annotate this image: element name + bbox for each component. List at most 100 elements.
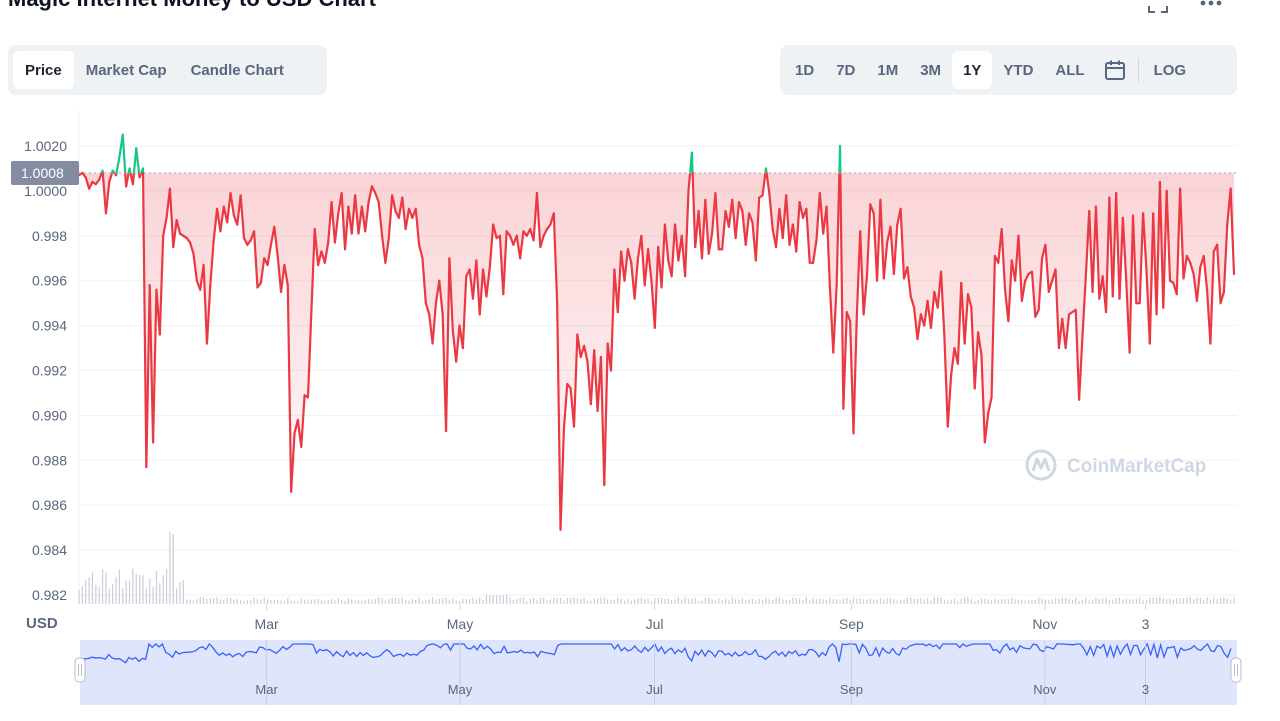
volume-bar [206, 599, 208, 604]
price-segment [721, 210, 727, 251]
volume-bar [933, 597, 935, 604]
price-segment [1192, 272, 1199, 303]
price-segment [630, 261, 636, 300]
volume-bar [647, 598, 649, 604]
volume-bar [364, 599, 366, 604]
volume-bar [1189, 597, 1191, 604]
volume-bar [266, 599, 269, 604]
price-segment [643, 248, 650, 287]
navigator-handle-right[interactable] [1230, 657, 1242, 683]
volume-bar [1226, 598, 1228, 604]
volume-bar [428, 599, 430, 604]
price-segment [552, 212, 559, 305]
price-segment [498, 234, 505, 296]
volume-bar [984, 598, 986, 604]
range-1m[interactable]: 1M [877, 61, 899, 79]
price-segment [1182, 254, 1188, 280]
more-icon[interactable] [1198, 0, 1224, 20]
volume-bar [361, 600, 363, 604]
range-3m[interactable]: 3M [920, 61, 942, 79]
price-segment [950, 346, 956, 377]
price-segment [512, 234, 518, 246]
tab-market-cap[interactable]: Market Cap [85, 61, 167, 79]
volume-bar [1075, 597, 1077, 604]
volume-bar [782, 599, 784, 604]
price-segment [1067, 311, 1074, 316]
volume-bar [832, 599, 834, 604]
price-segment [1078, 335, 1084, 401]
volume-bar [260, 599, 262, 604]
price-segment [1094, 205, 1101, 300]
volume-bar [347, 598, 349, 604]
volume-bar [842, 599, 844, 604]
volume-bar [411, 599, 413, 604]
price-segment [1155, 180, 1162, 316]
volume-bar [304, 600, 306, 604]
calendar-icon[interactable] [1096, 51, 1134, 89]
chart-type-tabs: Price Market Cap Candle Chart [8, 45, 327, 95]
price-segment [140, 167, 145, 175]
volume-bar [108, 588, 110, 604]
price-segment [801, 207, 808, 219]
price-segment [185, 236, 192, 244]
price-segment [306, 311, 313, 399]
price-segment [91, 180, 97, 186]
volume-bar [334, 600, 336, 604]
tab-candle-chart[interactable]: Candle Chart [190, 61, 284, 79]
price-segment [370, 185, 377, 195]
price-segment [1222, 223, 1229, 294]
grid-lines [78, 110, 1237, 604]
price-segment [357, 205, 363, 235]
price-segment [273, 225, 279, 258]
range-ytd[interactable]: YTD [1003, 61, 1034, 79]
volume-bar [1230, 599, 1232, 604]
price-segment [148, 284, 155, 444]
price-segment [222, 205, 229, 224]
volume-bar [81, 586, 83, 604]
volume-bar [869, 598, 871, 604]
price-segment [1195, 266, 1202, 303]
price-segment [1010, 259, 1017, 282]
volume-bar [209, 597, 211, 604]
volume-bar [650, 600, 653, 604]
price-segment [710, 192, 717, 235]
volume-bar [964, 597, 966, 604]
volume-bar [219, 599, 222, 604]
volume-bar [442, 598, 444, 604]
price-segment [350, 194, 357, 235]
volume-bar [516, 599, 518, 604]
tab-price[interactable]: Price [13, 51, 74, 89]
volume-bar [293, 600, 296, 604]
price-segment [744, 212, 751, 246]
price-segment [859, 230, 865, 316]
price-segment [229, 192, 235, 217]
price-segment [909, 295, 916, 309]
volume-bar [341, 600, 343, 604]
price-segment [132, 147, 138, 175]
volume-bar [240, 600, 242, 604]
volume-bar [775, 597, 777, 604]
price-segment [1226, 187, 1232, 226]
range-7d[interactable]: 7D [836, 61, 856, 79]
expand-icon[interactable] [1147, 0, 1169, 20]
range-1d[interactable]: 1D [795, 61, 815, 79]
price-segment [589, 349, 596, 406]
price-segment [192, 252, 198, 282]
range-all[interactable]: ALL [1055, 61, 1085, 79]
price-segment [781, 194, 788, 240]
price-segment [1165, 189, 1172, 282]
volume-bar [1129, 599, 1131, 604]
price-segment [788, 223, 794, 246]
x-tick-label: 3 [1142, 616, 1150, 632]
volume-bar [357, 599, 360, 604]
navigator-handle-left[interactable] [74, 657, 86, 683]
range-1y[interactable]: 1Y [952, 51, 993, 89]
navigator-label: May [448, 682, 473, 697]
x-tick-label: May [447, 616, 473, 632]
volume-bar [1125, 598, 1127, 604]
price-segment [677, 234, 683, 262]
volume-bar [886, 598, 888, 604]
price-segment [323, 241, 330, 264]
log-scale-button[interactable]: LOG [1153, 61, 1187, 79]
